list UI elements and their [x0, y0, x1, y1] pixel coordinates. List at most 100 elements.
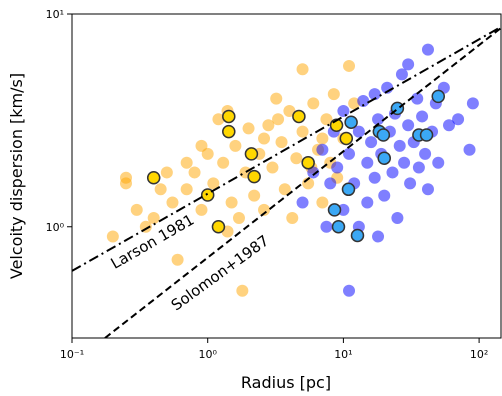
point	[320, 113, 333, 126]
point	[357, 95, 370, 108]
fit-line	[72, 25, 501, 272]
point	[316, 196, 329, 209]
point	[341, 182, 356, 197]
point	[283, 105, 296, 118]
point	[171, 253, 184, 266]
point	[466, 97, 479, 110]
y-tick-label: 10¹	[46, 8, 64, 21]
point	[212, 113, 225, 126]
point	[377, 151, 392, 165]
point	[195, 139, 208, 152]
point	[290, 152, 303, 165]
point	[343, 59, 356, 72]
point	[236, 284, 249, 297]
point	[402, 119, 415, 132]
point	[320, 220, 333, 233]
point	[463, 143, 476, 156]
point	[324, 177, 337, 190]
point	[316, 132, 329, 145]
point	[225, 196, 238, 209]
point	[378, 189, 391, 202]
x-axis-label: Radius [pc]	[241, 373, 331, 392]
point	[166, 196, 179, 209]
point	[343, 147, 356, 160]
point	[432, 156, 445, 169]
annotation: Solomon+1987	[168, 232, 273, 315]
point	[292, 109, 306, 124]
point	[372, 113, 385, 126]
point	[200, 188, 215, 202]
point	[258, 203, 271, 216]
point	[296, 196, 309, 209]
x-tick-label: 10⁻¹	[60, 348, 84, 361]
point	[211, 220, 226, 234]
point	[365, 136, 378, 149]
point	[421, 43, 434, 56]
point	[402, 58, 415, 71]
point	[391, 211, 404, 224]
point	[419, 147, 432, 160]
point	[154, 183, 167, 196]
point	[188, 166, 201, 179]
point	[130, 203, 143, 216]
point	[222, 124, 236, 139]
point	[296, 125, 309, 138]
point	[242, 122, 255, 135]
point	[180, 156, 193, 169]
point	[337, 105, 350, 118]
point	[452, 113, 465, 126]
point	[398, 156, 411, 169]
x-tick-label: 10²	[470, 348, 488, 361]
x-tick-label: 10⁰	[198, 348, 217, 361]
point	[217, 156, 230, 169]
plot-area	[72, 25, 501, 338]
point	[270, 92, 283, 105]
point	[372, 230, 385, 243]
point	[416, 110, 429, 123]
point	[331, 161, 344, 174]
point	[412, 161, 425, 174]
point	[350, 228, 365, 243]
point	[344, 115, 358, 129]
point	[352, 125, 365, 138]
point	[275, 136, 288, 149]
y-axis-label: Velcoity dispersion [km/s]	[7, 73, 26, 279]
point	[404, 177, 417, 190]
point	[395, 68, 408, 81]
point	[301, 155, 315, 170]
point	[386, 166, 399, 179]
point	[296, 63, 309, 76]
point	[339, 131, 354, 146]
point	[307, 97, 320, 110]
point	[376, 128, 391, 142]
point	[232, 211, 245, 224]
point	[120, 171, 133, 184]
point	[106, 230, 119, 243]
axes-frame	[71, 13, 502, 339]
point	[361, 196, 374, 209]
point	[248, 189, 261, 202]
point	[348, 97, 361, 110]
x-tick-label: 10¹	[334, 348, 352, 361]
point	[327, 203, 342, 217]
point	[361, 156, 374, 169]
fit-line	[104, 27, 501, 338]
point	[419, 128, 434, 142]
point	[343, 284, 356, 297]
point	[244, 147, 259, 161]
point	[368, 171, 381, 184]
point	[160, 166, 173, 179]
point	[368, 88, 381, 101]
point	[421, 183, 434, 196]
point	[229, 139, 242, 152]
point	[272, 113, 285, 126]
point	[247, 169, 261, 184]
point	[262, 119, 275, 132]
point	[195, 203, 208, 216]
y-tick-label: 10⁰	[46, 221, 65, 234]
point	[286, 211, 299, 224]
point	[278, 183, 291, 196]
point	[431, 89, 446, 104]
point	[147, 211, 160, 224]
